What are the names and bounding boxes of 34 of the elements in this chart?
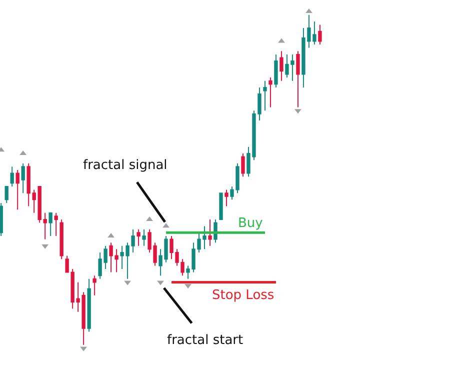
point [184, 284, 192, 288]
series-label: Stop Loss [212, 288, 274, 303]
candlestick [224, 189, 228, 207]
candlestick [0, 202, 3, 236]
candlestick [16, 169, 20, 210]
candlestick [60, 218, 64, 260]
candlestick [268, 77, 272, 108]
annotation: fractal signal [83, 158, 168, 173]
candlestick [48, 212, 52, 236]
point [124, 280, 131, 286]
candlestick [87, 278, 91, 332]
candlestick [136, 228, 140, 246]
candlestick [263, 80, 267, 112]
annotation: fractal start [167, 333, 244, 348]
candlestick [296, 50, 300, 108]
candlestick [10, 166, 14, 187]
point [294, 109, 302, 114]
candlestick [54, 212, 58, 236]
candlestick [318, 24, 322, 46]
candlestick [208, 218, 212, 246]
candlestick [280, 50, 284, 82]
point [306, 8, 312, 14]
candlestick [21, 162, 25, 194]
candlestick [219, 192, 223, 220]
point [157, 280, 164, 286]
point [146, 216, 153, 221]
candlestick [4, 186, 8, 204]
candlestick [274, 54, 278, 88]
candlestick [142, 228, 146, 246]
candlestick [241, 152, 245, 178]
point [162, 223, 170, 228]
point [278, 38, 285, 43]
series-label: Buy [238, 216, 264, 231]
candlestick [92, 275, 96, 296]
